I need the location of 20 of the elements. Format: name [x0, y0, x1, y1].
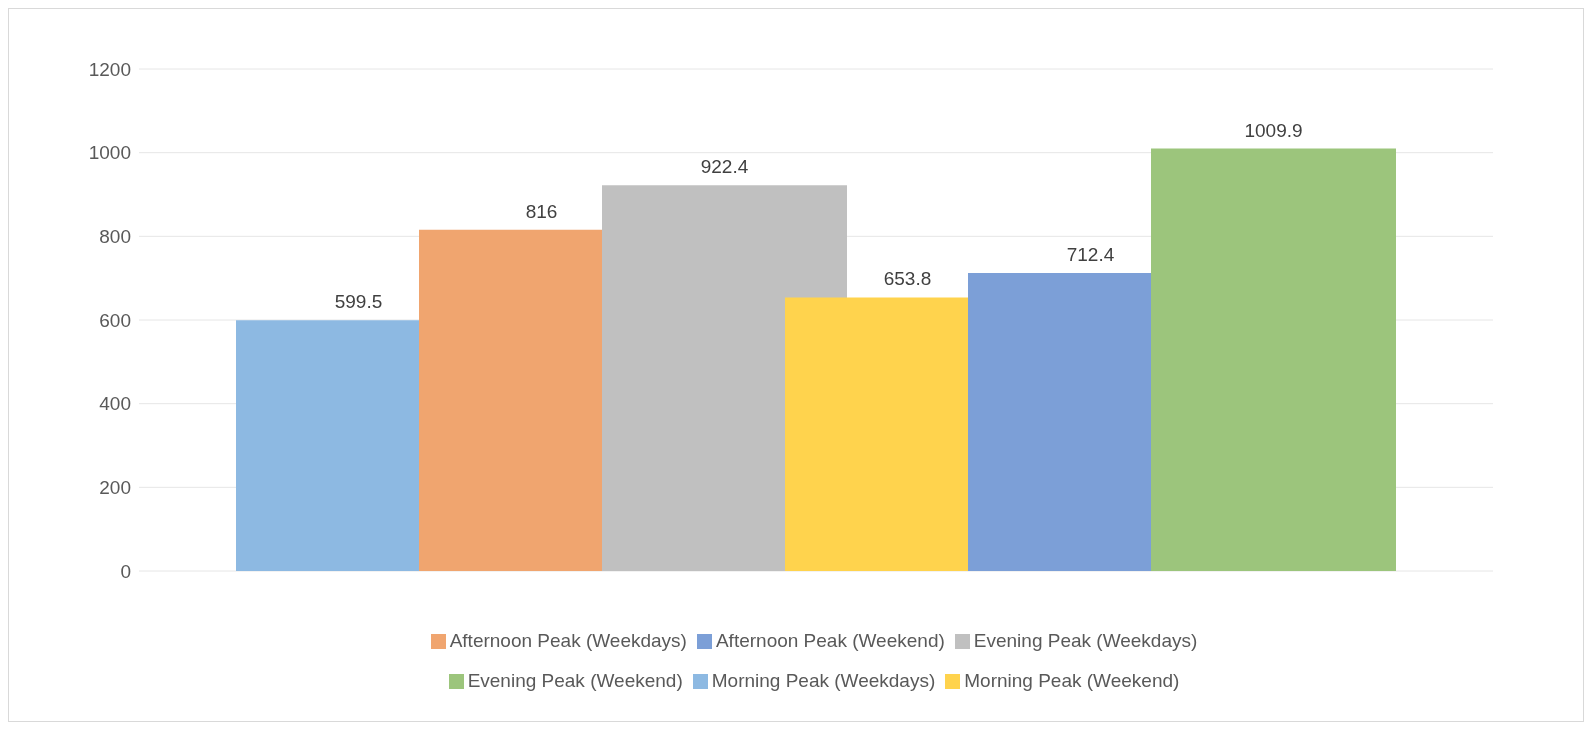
- legend-label: Morning Peak (Weekdays): [711, 670, 936, 691]
- y-tick-label: 400: [99, 393, 131, 415]
- y-tick-label: 800: [99, 226, 131, 248]
- data-label: 922.4: [700, 156, 749, 178]
- y-tick-label: 1200: [88, 58, 131, 80]
- legend-label: Evening Peak (Weekdays): [973, 630, 1198, 651]
- data-label: 816: [525, 200, 558, 222]
- legend-label: Evening Peak (Weekend): [467, 670, 683, 691]
- legend-label: Afternoon Peak (Weekdays): [449, 630, 687, 651]
- bar: [1151, 148, 1396, 571]
- data-label: 1009.9: [1244, 119, 1303, 141]
- y-tick-label: 600: [99, 309, 131, 331]
- legend-label: Morning Peak (Weekend): [964, 670, 1180, 691]
- y-tick-label: 1000: [88, 142, 131, 164]
- data-label: 712.4: [1066, 243, 1115, 265]
- data-label: 653.8: [883, 268, 932, 290]
- y-tick-label: 200: [99, 477, 131, 499]
- legend-label: Afternoon Peak (Weekend): [715, 630, 945, 651]
- data-label: 599.5: [334, 291, 383, 313]
- y-tick-label: 0: [120, 560, 131, 582]
